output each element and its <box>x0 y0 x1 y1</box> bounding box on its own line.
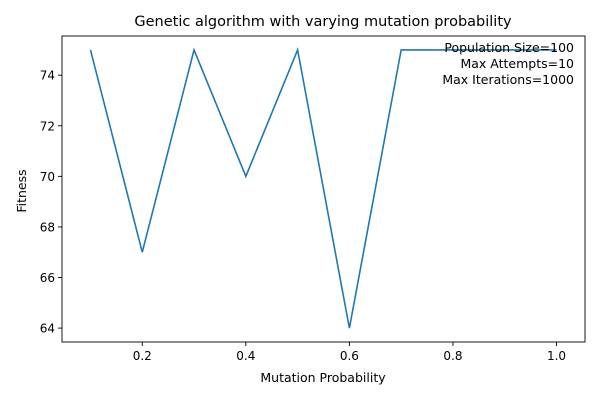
x-tick-label: 0.8 <box>443 349 462 363</box>
plot-area: 0.2 0.4 0.6 0.8 1.0 64 66 68 70 72 74 Population Si… <box>40 35 586 363</box>
annotation-text: Max Attempts=10 <box>460 56 574 71</box>
y-tick-label: 64 <box>40 322 55 336</box>
y-axis-label: Fitness <box>14 169 29 212</box>
annotation-text: Population Size=100 <box>444 40 574 55</box>
x-tick-label: 0.4 <box>236 349 255 363</box>
x-tick-label: 0.6 <box>340 349 359 363</box>
chart-title: Genetic algorithm with varying mutation … <box>134 14 512 30</box>
axes-frame <box>61 35 586 343</box>
y-tick-label: 68 <box>40 220 55 234</box>
x-tick-label: 1.0 <box>547 349 566 363</box>
x-axis-label: Mutation Probability <box>260 370 386 385</box>
series-line <box>89 47 557 329</box>
y-tick-label: 70 <box>40 170 55 184</box>
y-tick-label: 66 <box>40 271 55 285</box>
y-tick-label: 72 <box>40 119 55 133</box>
y-tick-label: 74 <box>40 69 55 83</box>
x-tick-label: 0.2 <box>133 349 152 363</box>
annotation-text: Max Iterations=1000 <box>442 72 574 87</box>
